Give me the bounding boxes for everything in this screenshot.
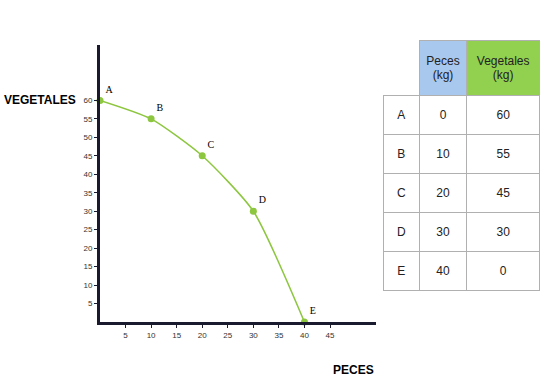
html-text:20: 20	[436, 186, 450, 200]
html-text:A: A	[397, 108, 406, 122]
svg-text:15: 15	[172, 331, 181, 340]
html-text:30: 30	[496, 225, 510, 239]
html-text:0: 0	[499, 264, 507, 278]
html-text:60: 60	[496, 108, 510, 122]
svg-text:50: 50	[83, 133, 92, 142]
html-text:C: C	[397, 186, 406, 200]
svg-text:25: 25	[223, 331, 232, 340]
svg-text:C: C	[208, 139, 215, 150]
html-text:55: 55	[496, 147, 510, 161]
svg-text:20: 20	[198, 331, 207, 340]
svg-text:5: 5	[88, 299, 93, 308]
svg-text:45: 45	[326, 331, 335, 340]
svg-text:35: 35	[83, 189, 92, 198]
svg-text:E: E	[310, 305, 316, 316]
html-text:D: D	[397, 225, 406, 239]
svg-text:10: 10	[147, 331, 156, 340]
html-text:30: 30	[436, 225, 450, 239]
html-text:Vegetales (kg): Vegetales (kg)	[476, 54, 530, 82]
svg-text:20: 20	[83, 244, 92, 253]
html-text:B: B	[397, 147, 406, 161]
svg-text:45: 45	[83, 152, 92, 161]
svg-text:30: 30	[249, 331, 258, 340]
svg-text:5: 5	[123, 331, 128, 340]
svg-text:10: 10	[83, 281, 92, 290]
svg-text:PECES: PECES	[333, 363, 374, 377]
svg-text:B: B	[156, 102, 163, 113]
svg-text:55: 55	[83, 115, 92, 124]
svg-text:15: 15	[83, 262, 92, 271]
html-text:10: 10	[436, 147, 450, 161]
svg-text:40: 40	[83, 170, 92, 179]
svg-text:30: 30	[83, 207, 92, 216]
svg-text:D: D	[259, 194, 266, 205]
html-text:Peces (kg): Peces (kg)	[426, 54, 460, 82]
svg-text:35: 35	[274, 331, 283, 340]
svg-text:25: 25	[83, 225, 92, 234]
svg-text:40: 40	[300, 331, 309, 340]
svg-text:A: A	[105, 84, 113, 95]
html-text:E: E	[397, 264, 406, 278]
svg-text:60: 60	[83, 96, 92, 105]
html-text:45: 45	[496, 186, 510, 200]
html-text:0: 0	[439, 108, 447, 122]
html-text:40: 40	[436, 264, 450, 278]
svg-text:VEGETALES: VEGETALES	[4, 93, 76, 107]
